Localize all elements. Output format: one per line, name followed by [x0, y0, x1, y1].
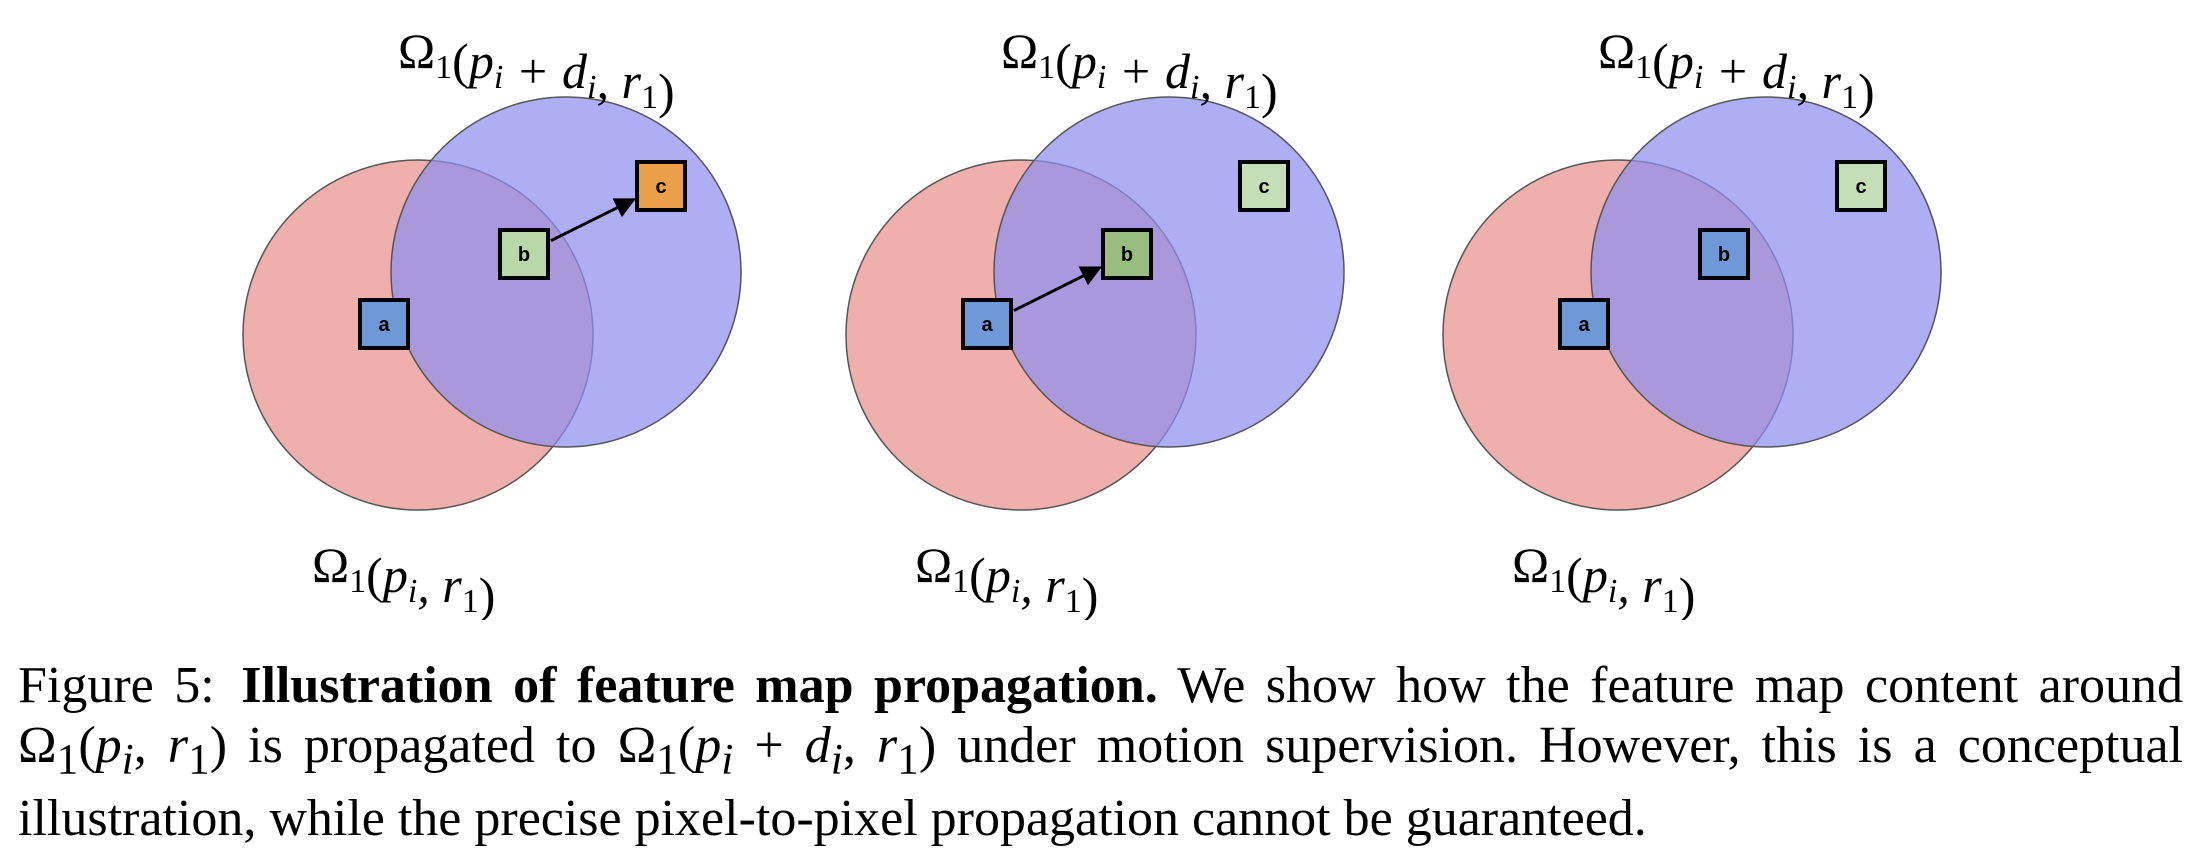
feature-box-a: a — [961, 298, 1013, 350]
caption-text-2: is propagated to — [248, 717, 597, 774]
source-region-label: Ω1(pi, r1) — [915, 537, 1098, 620]
feature-box-c: c — [1835, 160, 1887, 212]
panel-3: a b c Ω1(pi + di, r1) Ω1(pi, r1) — [1442, 23, 1942, 620]
caption-label: Figure 5: — [18, 657, 215, 714]
target-region-circle — [993, 96, 1345, 448]
panel-1: a b c Ω1(pi + di, r1) Ω1(pi, r1) — [242, 23, 742, 620]
feature-propagation-figure: a b c Ω1(pi + di, r1) Ω1(pi, r1) a b c Ω1(pi + d… — [242, 23, 1942, 620]
feature-box-a: a — [358, 298, 410, 350]
feature-box-c: c — [1238, 160, 1290, 212]
feature-box-label: c — [655, 176, 666, 198]
caption-text-1: We show how the feature map content arou… — [1177, 657, 2183, 714]
target-region-label: Ω1(pi + di, r1) — [1001, 23, 1278, 119]
feature-box-label: c — [1258, 176, 1269, 198]
propagation-arrow — [550, 197, 637, 243]
feature-box-c: c — [635, 160, 687, 212]
target-region-circle — [390, 96, 742, 448]
feature-box-a: a — [1558, 298, 1610, 350]
caption-text-3: under motion supervision. However, this … — [18, 717, 2184, 848]
feature-box-b: b — [498, 228, 550, 280]
caption-math-source: Ω1(pi, r1) — [18, 717, 228, 784]
feature-box-b: b — [1101, 228, 1153, 280]
figure-caption: Figure 5: Illustration of feature map pr… — [18, 656, 2183, 849]
target-region-label: Ω1(pi + di, r1) — [1598, 23, 1875, 119]
caption-title: Illustration of feature map propagation. — [241, 657, 1158, 714]
caption-math-target: Ω1(pi + di, r1) — [617, 717, 937, 784]
feature-box-label: c — [1855, 176, 1866, 198]
feature-box-label: a — [981, 314, 993, 336]
panel-2: a b c Ω1(pi + di, r1) Ω1(pi, r1) — [845, 23, 1345, 620]
propagation-arrow — [1013, 266, 1103, 312]
target-region-circle — [1590, 96, 1942, 448]
feature-box-label: b — [518, 244, 530, 266]
source-region-label: Ω1(pi, r1) — [312, 537, 495, 620]
target-region-label: Ω1(pi + di, r1) — [398, 23, 675, 119]
feature-box-b: b — [1698, 228, 1750, 280]
feature-box-label: b — [1718, 244, 1730, 266]
feature-box-label: a — [378, 314, 390, 336]
feature-box-label: b — [1121, 244, 1133, 266]
feature-box-label: a — [1578, 314, 1590, 336]
source-region-label: Ω1(pi, r1) — [1512, 537, 1695, 620]
